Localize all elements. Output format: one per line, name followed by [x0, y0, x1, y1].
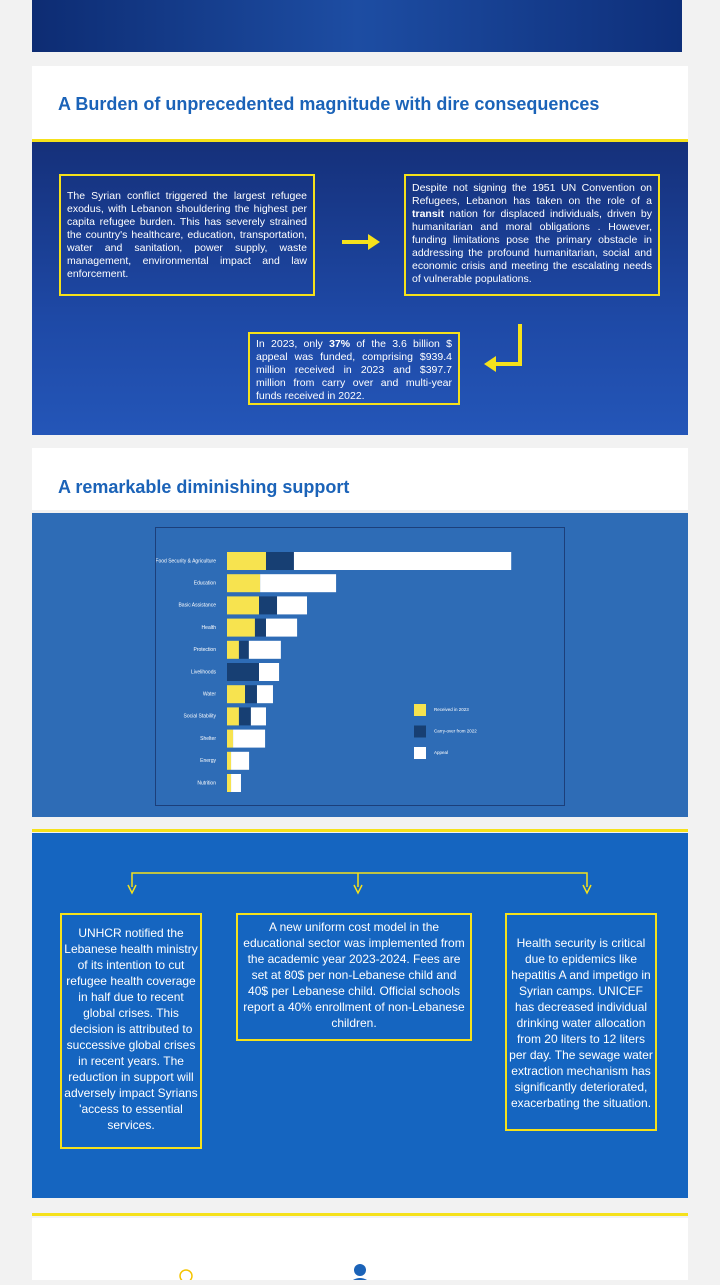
bar-segment [265, 618, 298, 637]
bar-segment [233, 729, 266, 748]
support-card: A remarkable diminishing support [32, 448, 688, 510]
category-label: Water [203, 692, 216, 698]
connector [131, 872, 588, 887]
category-label: Food Security & Agriculture [155, 558, 216, 564]
text: 37% [329, 338, 351, 350]
arrow-head [368, 234, 380, 250]
bar-segment [256, 685, 273, 704]
category-label: Basic Assistance [178, 603, 216, 609]
support-title: A remarkable diminishing support [58, 477, 350, 497]
header-image [32, 0, 682, 52]
bar-segment [293, 552, 512, 570]
category-label: Energy [200, 758, 216, 764]
bar-segment [238, 640, 249, 659]
arrow [494, 324, 522, 366]
legend-swatch [414, 747, 426, 759]
bar-segment [227, 618, 255, 637]
impact-box: UNHCR notified the Lebanese health minis… [60, 913, 202, 1149]
category-label: Health [202, 625, 217, 631]
bar-segment [227, 685, 246, 704]
bar-segment [277, 596, 308, 615]
arrow-head [127, 884, 592, 895]
bar-segment [227, 552, 266, 570]
category-label: Protection [193, 647, 216, 653]
bar-segment [245, 685, 257, 704]
bar-segment [260, 574, 337, 593]
bar-segment [227, 729, 234, 748]
person-icon [354, 1264, 366, 1276]
legend-label: Carry-over from 2022 [434, 729, 477, 734]
text: In 2023, only [256, 338, 330, 350]
bar-segment [248, 640, 281, 659]
bar-segment [238, 707, 251, 726]
text: of the 3.6 billion $ appeal was funded, … [256, 338, 452, 402]
next-card [32, 1218, 688, 1283]
text: nation for displaced individuals, driven… [412, 208, 652, 285]
bar-segment [259, 663, 280, 681]
bar-segment [259, 596, 278, 615]
icons [179, 1264, 370, 1283]
bar-segment [227, 751, 232, 770]
impact-box: Health security is critical due to epide… [505, 913, 657, 1131]
category-label: Livelihoods [191, 669, 217, 675]
category-label: Nutrition [197, 780, 216, 786]
bar-segment [231, 751, 250, 770]
divider [32, 1213, 688, 1216]
category-label: Shelter [200, 736, 216, 742]
legend-label: Received in 2023 [434, 707, 469, 712]
text: Despite not signing the 1951 UN Conventi… [412, 182, 652, 207]
right-box: Despite not signing the 1951 UN Conventi… [404, 174, 660, 296]
legend-label: Appeal [434, 750, 448, 755]
category-label: Education [194, 581, 216, 587]
connectors [127, 872, 592, 895]
intro-card: A Burden of unprecedented magnitude with… [32, 66, 688, 140]
bar-segment [227, 574, 261, 593]
category-label: Social Stability [183, 714, 216, 720]
chart: Food Security & Agriculture Education Basi… [155, 527, 565, 806]
bar-segment [254, 618, 266, 637]
bar-segment [227, 774, 232, 792]
left-box: The Syrian conflict triggered the larges… [59, 174, 315, 296]
bottom-box: In 2023, only 37% of the 3.6 billion $ a… [248, 332, 460, 405]
text: transit [412, 208, 445, 220]
legend-swatch [414, 725, 426, 738]
bar-segment [265, 552, 294, 570]
intro-panel: The Syrian conflict triggered the larges… [32, 142, 688, 435]
impacts-panel: UNHCR notified the Lebanese health minis… [32, 833, 688, 1198]
arrow-head [484, 356, 496, 372]
divider [32, 829, 688, 832]
bar-segment [250, 707, 266, 726]
impact-box: A new uniform cost model in the educatio… [236, 913, 472, 1041]
bar-segment [231, 774, 241, 792]
bar-segment [227, 640, 239, 659]
divider [32, 139, 688, 142]
legend-swatch [414, 704, 426, 716]
bar-segment [227, 707, 239, 726]
arrows [342, 234, 522, 372]
intro-title: A Burden of unprecedented magnitude with… [58, 94, 600, 114]
bar-segment [227, 596, 260, 615]
bar-segment [227, 663, 260, 681]
dollar-icon [179, 1269, 193, 1283]
